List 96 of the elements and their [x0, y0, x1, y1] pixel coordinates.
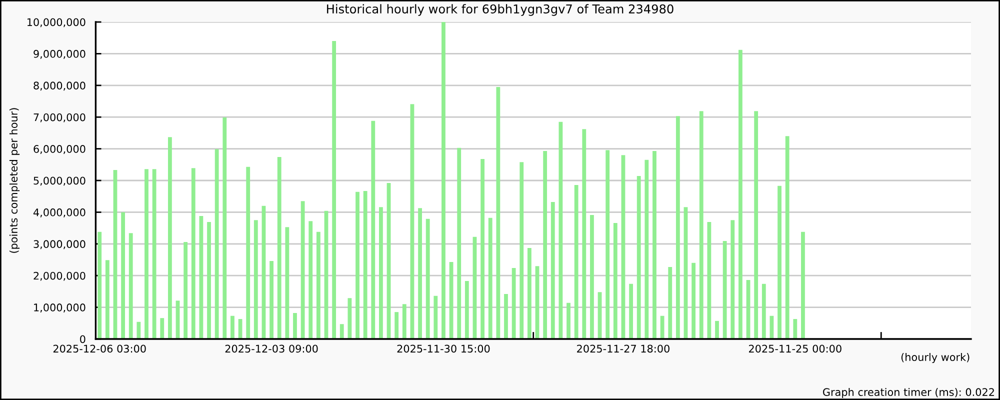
bar [676, 116, 680, 339]
bar [668, 267, 672, 339]
bar [222, 117, 227, 339]
bar [778, 186, 782, 339]
bar [246, 166, 250, 339]
bar [128, 233, 133, 339]
bar [426, 218, 430, 339]
bar [762, 284, 766, 339]
bar [527, 248, 532, 339]
bar [793, 319, 798, 339]
bar [543, 151, 548, 339]
bar [722, 241, 727, 339]
y-tick-label: 4,000,000 [33, 208, 86, 218]
bar [144, 169, 148, 339]
bar [738, 50, 742, 339]
text: Graph creation timer (ms): 0.022 [823, 388, 994, 398]
bar [558, 122, 563, 339]
bar [442, 22, 446, 339]
bar [582, 129, 586, 339]
bar [488, 218, 492, 339]
bar [520, 162, 524, 339]
bar [730, 220, 735, 339]
bar [754, 111, 758, 339]
bar [98, 232, 102, 339]
bar [136, 322, 141, 339]
bar [785, 136, 790, 339]
bar [801, 232, 805, 339]
bar [308, 221, 313, 339]
bar [300, 201, 305, 339]
bar [434, 296, 438, 339]
x-tick-label: 2025-12-06 03:00 [53, 344, 146, 353]
bar [636, 176, 641, 339]
y-tick-label: 5,000,000 [34, 176, 86, 186]
y-tick-label: 8,000,000 [34, 82, 86, 91]
bar [348, 298, 352, 339]
bar [191, 168, 196, 339]
bar [394, 312, 399, 339]
bar [644, 160, 649, 339]
bar [574, 184, 578, 339]
y-axis-title: (points completed per hour) [9, 108, 20, 253]
y-tick-label: 0 [80, 335, 86, 344]
bar [652, 151, 656, 339]
y-tick-label: 3,000,000 [34, 240, 86, 250]
bar [270, 261, 274, 339]
bar [550, 202, 555, 339]
bar [160, 318, 164, 339]
bar [692, 262, 696, 339]
x-tick-label: 2025-11-25 00:00 [748, 344, 842, 353]
bar [379, 207, 383, 339]
bar [606, 150, 610, 339]
bar [293, 313, 297, 339]
bar [184, 242, 188, 339]
bar [207, 222, 211, 339]
y-tick-label: 2,000,000 [34, 272, 86, 281]
y-tick-label: 7,000,000 [34, 113, 86, 122]
bar [590, 215, 594, 339]
bar [254, 220, 258, 339]
bar [285, 227, 290, 339]
x-tick-label: 2025-11-30 15:00 [397, 344, 490, 353]
chart-title: Historical hourly work for 69bh1ygn3gv7 of Team 234980 [327, 4, 674, 16]
bar [715, 320, 719, 339]
bar [121, 212, 126, 339]
bar [168, 137, 172, 339]
bar [105, 260, 110, 339]
bar [332, 41, 336, 339]
bar [402, 304, 406, 339]
bar [316, 232, 320, 339]
bar [457, 148, 462, 339]
bar [621, 155, 626, 339]
bar [371, 120, 376, 339]
bar [504, 294, 508, 339]
bar [512, 268, 516, 339]
bar [566, 302, 570, 339]
bar [214, 149, 219, 339]
bar [660, 316, 664, 339]
y-tick-label: 1,000,000 [34, 304, 86, 312]
bar [418, 208, 422, 339]
bar [363, 190, 368, 339]
x-axis-title: (hourly work) [901, 352, 970, 364]
x-tick-label: 2025-12-03 09:00 [225, 344, 318, 353]
bar [230, 316, 234, 339]
bar [356, 192, 360, 339]
y-tick-label: 10,000,000 [27, 18, 86, 28]
bar [629, 284, 633, 339]
x-tick-label: 2025-11-27 18:00 [577, 344, 670, 353]
bar [480, 158, 485, 339]
bar [699, 111, 704, 339]
bar [496, 86, 500, 339]
y-tick-label: 9,000,000 [34, 50, 86, 59]
bar [152, 169, 156, 339]
bar [277, 157, 282, 339]
bar [464, 280, 469, 339]
bar [340, 324, 344, 339]
y-tick-label: 6,000,000 [34, 145, 86, 154]
bar [707, 222, 712, 339]
bar [613, 222, 618, 339]
